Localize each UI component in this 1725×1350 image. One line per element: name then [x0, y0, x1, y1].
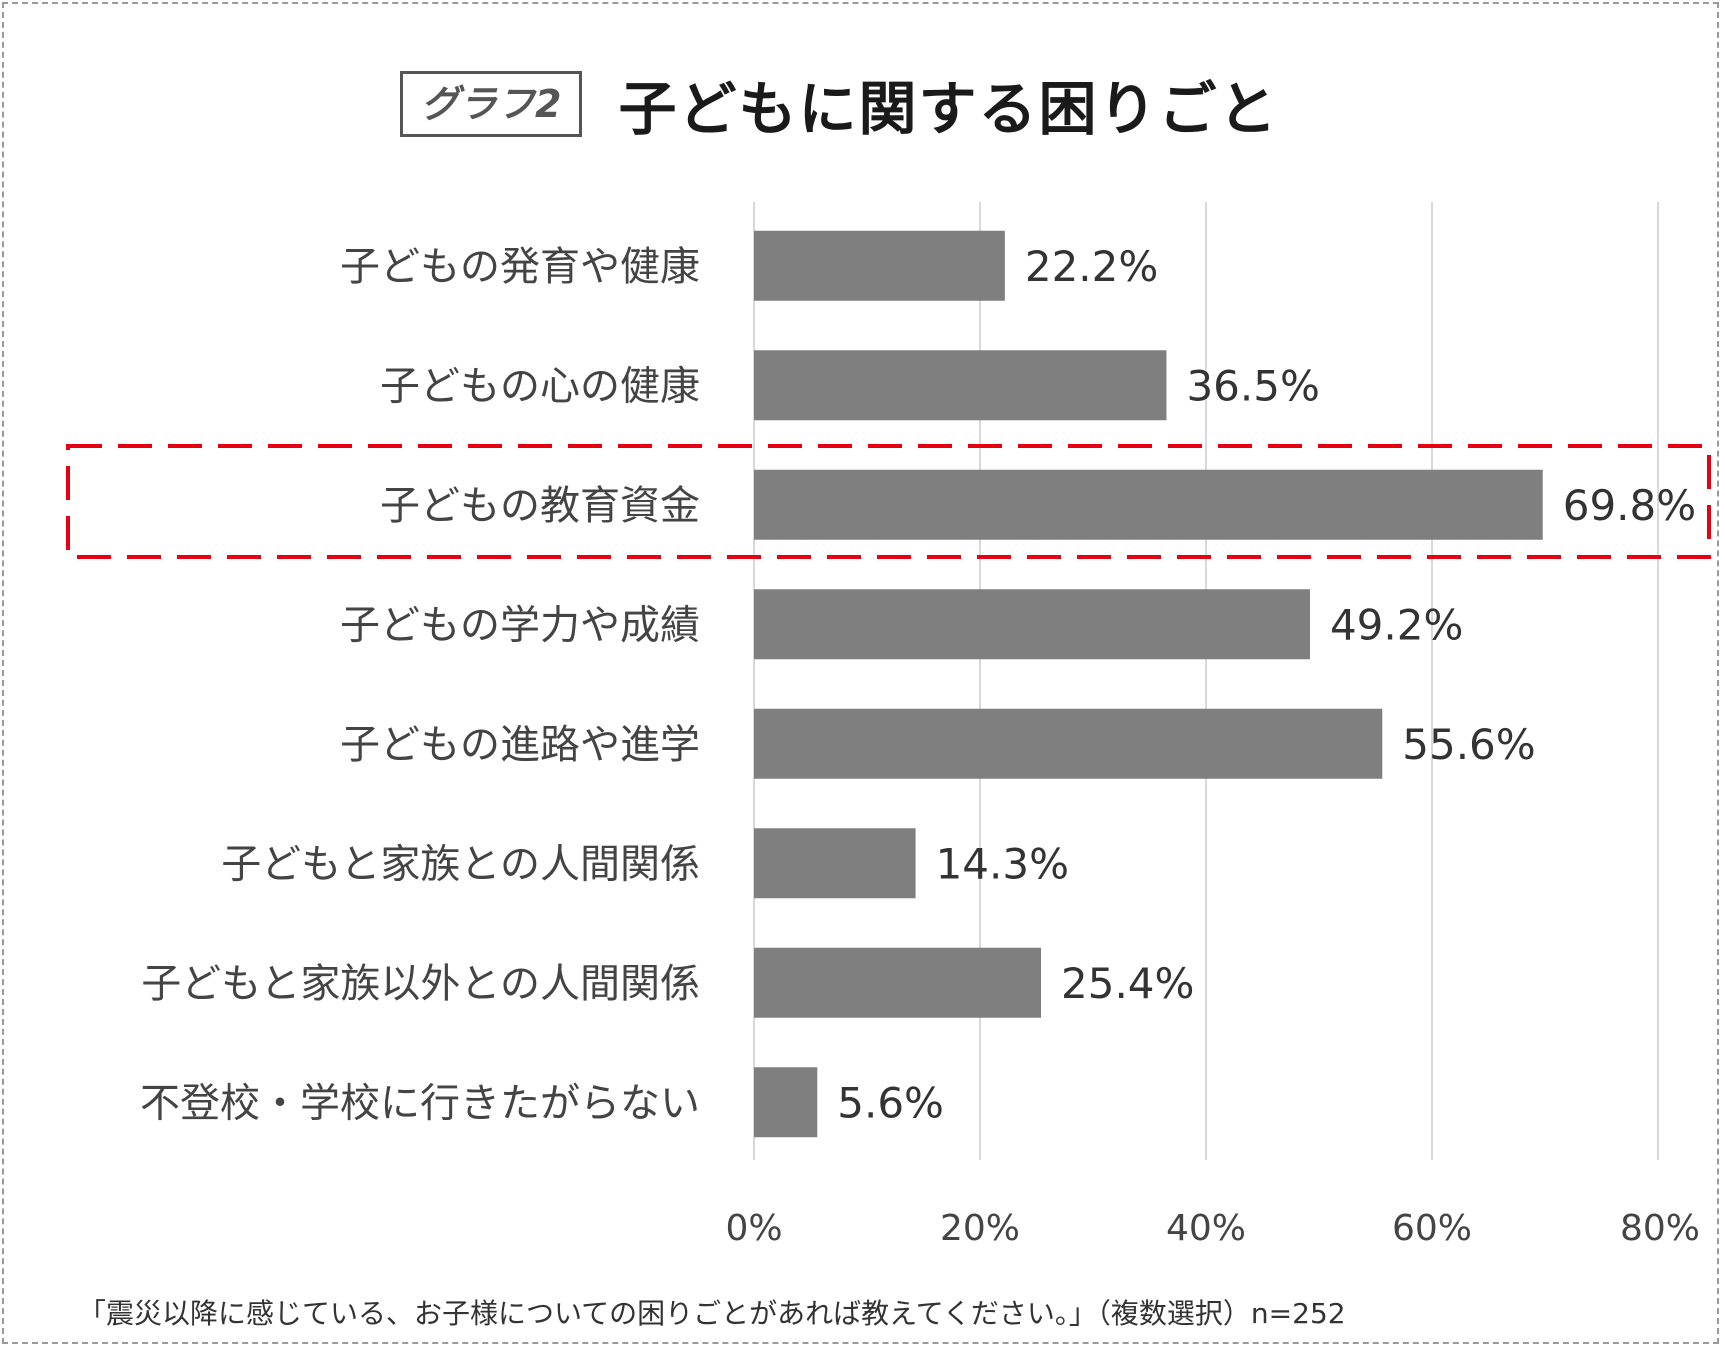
category-label: 子どもの心の健康	[380, 363, 700, 409]
bar	[754, 1067, 818, 1138]
bar	[754, 708, 1383, 779]
category-label: 子どもと家族との人間関係	[221, 841, 700, 887]
value-label: 55.6%	[1402, 720, 1535, 769]
value-label: 69.8%	[1563, 481, 1696, 530]
highlight-box	[66, 444, 1711, 559]
value-label: 25.4%	[1061, 959, 1194, 1008]
value-label: 49.2%	[1330, 600, 1463, 649]
category-label: 子どもの発育や健康	[340, 244, 700, 290]
value-label: 22.2%	[1025, 242, 1158, 291]
graph-badge: グラフ2	[400, 71, 583, 137]
bar	[754, 828, 916, 899]
x-tick-label: 80%	[1620, 1208, 1700, 1249]
bar	[754, 947, 1042, 1018]
category-label: 子どもの教育資金	[380, 483, 700, 529]
x-tick-label: 0%	[725, 1208, 782, 1249]
bar	[754, 589, 1310, 660]
bar	[754, 350, 1167, 421]
category-label: 子どもと家族以外との人間関係	[141, 961, 700, 1007]
value-label: 5.6%	[837, 1078, 944, 1127]
bar	[754, 230, 1005, 301]
bar	[754, 469, 1543, 540]
footnote: 「震災以降に感じている、お子様についての困りごとがあれば教えてください。」（複数…	[78, 1297, 1346, 1330]
x-tick-label: 20%	[940, 1208, 1020, 1249]
value-label: 36.5%	[1186, 361, 1319, 410]
title-area: グラフ2 子どもに関する困りごと	[400, 64, 1278, 144]
category-label: 子どもの進路や進学	[340, 722, 700, 768]
chart-title: 子どもに関する困りごと	[618, 75, 1279, 143]
category-label: 子どもの学力や成績	[340, 602, 700, 648]
category-label: 不登校・学校に行きたがらない	[140, 1080, 700, 1126]
x-tick-label: 40%	[1166, 1208, 1246, 1249]
x-tick-label: 60%	[1392, 1208, 1472, 1249]
value-label: 14.3%	[936, 839, 1069, 888]
